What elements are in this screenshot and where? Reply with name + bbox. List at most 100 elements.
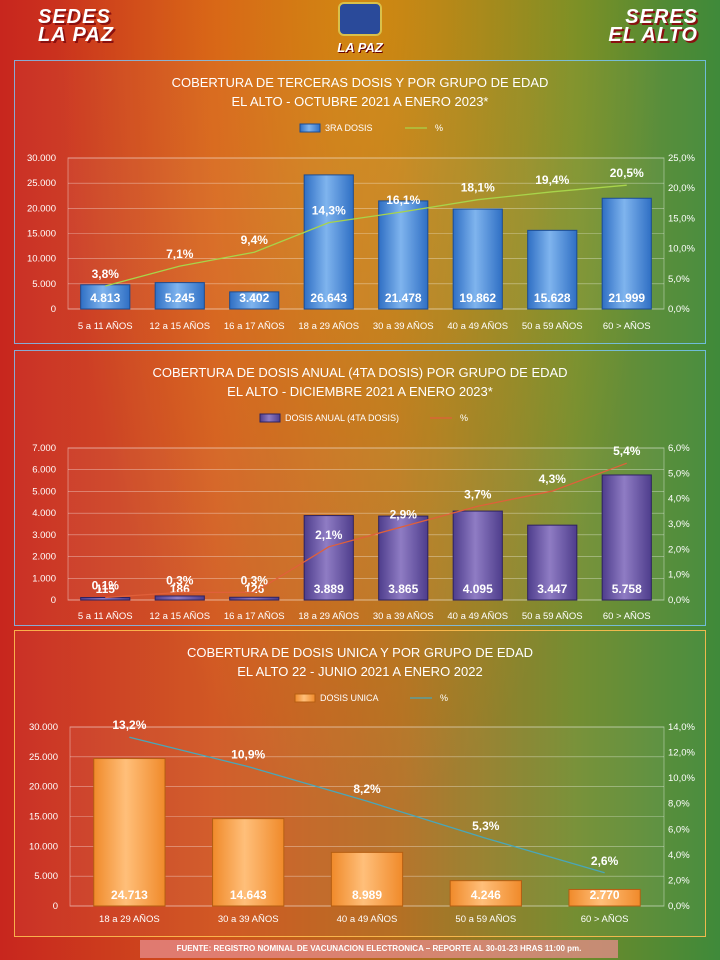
- percent-label: 9,4%: [241, 233, 269, 247]
- bar-value-label: 15.628: [534, 291, 571, 305]
- y2-tick-label: 4,0%: [668, 850, 690, 861]
- y-tick-label: 5.000: [34, 871, 58, 882]
- y-tick-label: 4.000: [32, 508, 56, 519]
- bar-value-label: 26.643: [310, 291, 347, 305]
- bar: [93, 758, 166, 907]
- percent-label: 7,1%: [166, 247, 194, 261]
- chart-single-dose: DOSIS UNICA % 0 5.000 10.000 15.000 20.000 25.0…: [29, 693, 696, 925]
- y2-tick-label: 5,0%: [668, 274, 690, 285]
- chart-title: COBERTURA DE TERCERAS DOSIS Y POR GRUPO …: [15, 73, 705, 111]
- y-tick-label: 0: [51, 595, 56, 606]
- percent-label: 2,9%: [390, 508, 418, 522]
- y-tick-label: 10.000: [27, 254, 56, 265]
- chart-panel-fourth-dose: COBERTURA DE DOSIS ANUAL (4TA DOSIS) POR…: [14, 350, 706, 626]
- y2-tick-label: 0,0%: [668, 304, 690, 315]
- x-tick-label: 18 a 29 AÑOS: [99, 914, 160, 925]
- y2-tick-label: 5,0%: [668, 468, 690, 479]
- x-tick-label: 30 a 39 AÑOS: [218, 914, 279, 925]
- y2-tick-label: 3,0%: [668, 519, 690, 530]
- coat-of-arms-icon: [338, 2, 382, 36]
- y2-tick-label: 25,0%: [668, 153, 695, 164]
- chart-title-line2: EL ALTO - DICIEMBRE 2021 A ENERO 2023*: [227, 384, 493, 399]
- bar: [303, 515, 354, 601]
- bar-value-label: 5.245: [165, 291, 195, 305]
- logo-center-text: LA PAZ: [337, 40, 383, 55]
- legend-label-line: %: [460, 413, 468, 423]
- legend-swatch-bar: [299, 123, 321, 133]
- bar: [229, 291, 280, 310]
- bar-value-label: 3.402: [239, 291, 269, 305]
- x-tick-label: 50 a 59 AÑOS: [522, 611, 583, 622]
- bar: [601, 474, 652, 601]
- x-tick-label: 60 > AÑOS: [603, 321, 651, 332]
- bar-value-label: 115: [96, 582, 116, 596]
- x-tick-label: 30 a 39 AÑOS: [373, 321, 434, 332]
- x-tick-label: 40 a 49 AÑOS: [447, 611, 508, 622]
- x-tick-label: 12 a 15 AÑOS: [149, 321, 210, 332]
- chart-fourth-dose: DOSIS ANUAL (4TA DOSIS) % 0 1.000 2.000 3.000…: [32, 413, 690, 622]
- x-tick-label: 16 a 17 AÑOS: [224, 321, 285, 332]
- percent-line: [105, 462, 627, 599]
- bar: [80, 284, 131, 310]
- percent-label: 10,9%: [231, 748, 265, 762]
- y-tick-label: 25.000: [27, 178, 56, 189]
- percent-label: 0,3%: [241, 573, 269, 587]
- y2-tick-label: 1,0%: [668, 570, 690, 581]
- x-tick-label: 12 a 15 AÑOS: [149, 611, 210, 622]
- y-tick-label: 30.000: [29, 722, 58, 733]
- bar-value-label: 21.478: [385, 291, 422, 305]
- y2-tick-label: 4,0%: [668, 494, 690, 505]
- percent-label: 3,7%: [464, 487, 492, 501]
- bar-value-label: 3.447: [537, 582, 567, 596]
- percent-label: 18,1%: [461, 181, 495, 195]
- percent-label: 14,3%: [312, 204, 346, 218]
- percent-label: 16,1%: [386, 193, 420, 207]
- x-tick-label: 18 a 29 AÑOS: [298, 321, 359, 332]
- chart-title-line2: EL ALTO 22 - JUNIO 2021 A ENERO 2022: [237, 664, 483, 679]
- gobernacion-logo: LA PAZ: [322, 2, 398, 55]
- x-tick-label: 60 > AÑOS: [603, 611, 651, 622]
- bar: [154, 282, 205, 310]
- x-tick-label: 50 a 59 AÑOS: [522, 321, 583, 332]
- bar: [229, 596, 280, 601]
- x-tick-label: 50 a 59 AÑOS: [455, 914, 516, 925]
- y2-tick-label: 0,0%: [668, 901, 690, 912]
- percent-label: 2,1%: [315, 528, 343, 542]
- y-tick-label: 20.000: [29, 782, 58, 793]
- percent-label: 0,1%: [92, 578, 120, 592]
- y2-tick-label: 6,0%: [668, 443, 690, 454]
- chart-panel-third-dose: COBERTURA DE TERCERAS DOSIS Y POR GRUPO …: [14, 60, 706, 344]
- bar-value-label: 5.758: [612, 582, 642, 596]
- x-tick-label: 40 a 49 AÑOS: [447, 321, 508, 332]
- chart-title-line2: EL ALTO - OCTUBRE 2021 A ENERO 2023*: [231, 94, 489, 109]
- bar: [527, 229, 578, 310]
- legend-label-bar: DOSIS ANUAL (4TA DOSIS): [285, 413, 399, 423]
- percent-line: [129, 736, 605, 874]
- percent-label: 0,3%: [166, 573, 194, 587]
- y-tick-label: 7.000: [32, 443, 56, 454]
- y2-tick-label: 6,0%: [668, 824, 690, 835]
- percent-label: 19,4%: [535, 173, 569, 187]
- y-tick-label: 15.000: [27, 229, 56, 240]
- y2-tick-label: 20,0%: [668, 183, 695, 194]
- y-tick-label: 1.000: [32, 573, 56, 584]
- y2-tick-label: 2,0%: [668, 544, 690, 555]
- chart-panel-single-dose: COBERTURA DE DOSIS UNICA Y POR GRUPO DE …: [14, 630, 706, 937]
- percent-label: 2,6%: [591, 854, 619, 868]
- bar-value-label: 3.889: [314, 582, 344, 596]
- bar: [568, 888, 641, 907]
- legend-label-line: %: [440, 693, 448, 703]
- percent-label: 8,2%: [353, 782, 381, 796]
- y2-tick-label: 8,0%: [668, 799, 690, 810]
- legend-label-bar: 3RA DOSIS: [325, 123, 373, 133]
- bar: [527, 524, 578, 601]
- bar-value-label: 2.770: [590, 888, 620, 902]
- bar: [330, 851, 404, 907]
- bar: [449, 880, 522, 907]
- chart-title: COBERTURA DE DOSIS UNICA Y POR GRUPO DE …: [15, 643, 705, 681]
- percent-line: [105, 184, 627, 287]
- bar-value-label: 8.989: [352, 888, 382, 902]
- bar: [452, 510, 503, 601]
- percent-label: 5,4%: [613, 444, 641, 458]
- y-tick-label: 0: [53, 901, 58, 912]
